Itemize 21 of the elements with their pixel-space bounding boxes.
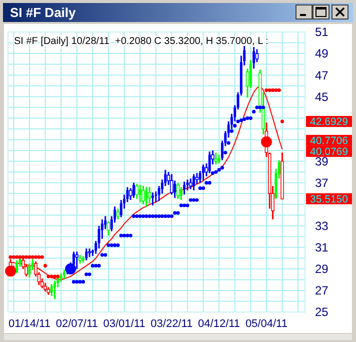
y-tick-label: 27 bbox=[315, 284, 329, 298]
y-tick-label: 51 bbox=[315, 25, 329, 40]
x-tick-label: 03/22/11 bbox=[150, 318, 193, 330]
y-tick-label: 49 bbox=[315, 46, 329, 61]
x-tick-label: 01/14/11 bbox=[8, 318, 50, 330]
x-tick-label: 04/12/11 bbox=[198, 318, 240, 330]
text: 40.7706 bbox=[310, 135, 348, 148]
text: 42.6929 bbox=[310, 116, 348, 128]
y-tick-label: 45 bbox=[315, 90, 329, 104]
x-tick-label: 03/01/11 bbox=[103, 318, 146, 330]
y-tick-label: 31 bbox=[315, 240, 329, 255]
y-tick-label: 47 bbox=[315, 68, 329, 82]
chart-title: SI #F Daily bbox=[10, 5, 77, 20]
y-tick-label: 37 bbox=[315, 176, 329, 190]
y-tick-label: 29 bbox=[315, 262, 329, 276]
y-tick-label: 33 bbox=[315, 219, 329, 234]
chart-subtitle: SI #F [Daily] 10/28/11 +0.2080 C 35.3200, H 35.7000, L : bbox=[14, 36, 268, 47]
y-tick-label: 25 bbox=[315, 305, 329, 320]
x-tick-label: 02/07/11 bbox=[56, 318, 98, 330]
text: 35.5150 bbox=[310, 194, 348, 206]
x-tick-label: 05/04/11 bbox=[245, 318, 288, 330]
